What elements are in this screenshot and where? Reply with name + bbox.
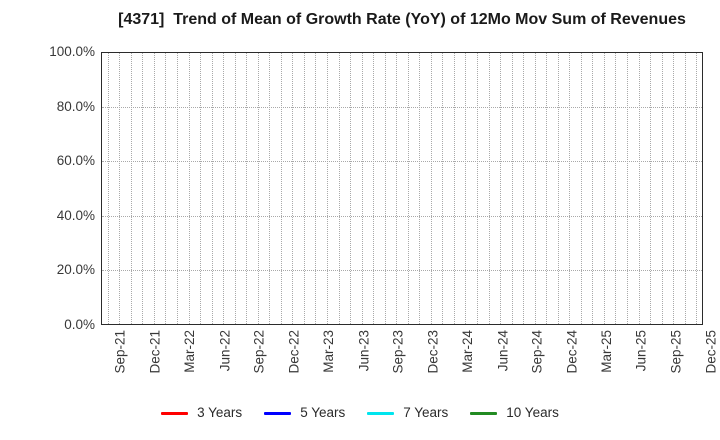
vertical-gridline	[650, 53, 652, 324]
horizontal-gridline	[102, 161, 702, 163]
legend-item: 10 Years	[470, 405, 559, 421]
x-tick-label: Dec-24	[564, 330, 580, 374]
legend-line-swatch	[367, 411, 395, 415]
x-tick-label: Dec-21	[147, 330, 163, 374]
vertical-gridline	[269, 53, 271, 324]
x-tick-label: Dec-25	[703, 330, 719, 374]
x-tick-label: Mar-23	[321, 330, 337, 373]
vertical-gridline	[384, 53, 386, 324]
vertical-gridline	[223, 53, 225, 324]
legend: 3 Years 5 Years 7 Years 10 Years	[0, 402, 720, 424]
vertical-gridline	[592, 53, 594, 324]
vertical-gridline	[327, 53, 328, 324]
x-tick-label: Sep-23	[390, 330, 406, 374]
x-tick-label: Sep-25	[668, 330, 684, 374]
vertical-gridline	[315, 53, 317, 324]
y-tick-label: 40.0%	[56, 207, 95, 223]
y-axis-labels: 0.0% 20.0% 40.0% 60.0% 80.0% 100.0%	[0, 0, 95, 340]
y-tick-label: 100.0%	[49, 44, 95, 59]
vertical-gridline	[119, 53, 121, 324]
y-tick-label: 60.0%	[56, 153, 95, 169]
legend-line-swatch	[470, 411, 498, 415]
vertical-gridline	[188, 53, 190, 324]
horizontal-gridline	[102, 215, 702, 217]
legend-item: 5 Years	[264, 405, 345, 421]
chart-title: [4371] Trend of Mean of Growth Rate (YoY…	[118, 11, 686, 28]
vertical-gridline	[246, 53, 248, 324]
vertical-gridline	[153, 53, 155, 324]
x-tick-label: Mar-25	[599, 330, 615, 373]
vertical-gridline	[234, 53, 236, 324]
vertical-gridline	[430, 53, 432, 324]
y-tick-label: 0.0%	[64, 317, 95, 332]
vertical-gridline	[696, 53, 698, 324]
vertical-gridline	[361, 53, 363, 324]
plot-area	[101, 52, 703, 325]
vertical-gridline	[523, 53, 525, 324]
vertical-gridline	[557, 53, 559, 324]
x-tick-label: Jun-24	[494, 330, 510, 372]
vertical-gridline	[200, 53, 202, 324]
x-tick-label: Sep-22	[251, 330, 267, 374]
vertical-gridline	[107, 53, 109, 324]
vertical-gridline	[211, 53, 213, 324]
legend-line-swatch	[264, 411, 292, 415]
vertical-gridline	[453, 53, 455, 324]
vertical-gridline	[661, 53, 663, 324]
vertical-gridline	[615, 53, 617, 324]
vertical-gridline	[257, 53, 259, 324]
vertical-gridline	[165, 53, 167, 324]
vertical-gridline	[130, 53, 132, 324]
y-tick-label: 80.0%	[56, 98, 95, 114]
vertical-gridline	[373, 53, 375, 324]
vertical-gridline	[569, 53, 571, 324]
vertical-gridline	[477, 53, 478, 324]
horizontal-gridline	[102, 107, 702, 109]
vertical-gridline	[511, 53, 513, 324]
vertical-gridline	[338, 53, 340, 324]
y-tick-label: 20.0%	[56, 262, 95, 278]
x-axis-labels: Sep-21 Dec-21 Mar-22 Jun-22 Sep-22 Dec-22 Mar-…	[101, 330, 718, 400]
x-tick-label: Mar-22	[182, 330, 198, 373]
x-tick-label: Jun-22	[216, 330, 232, 372]
x-tick-label: Jun-25	[633, 330, 649, 372]
legend-label: 5 Years	[300, 405, 346, 420]
vertical-gridline	[407, 53, 409, 324]
x-tick-label: Sep-21	[112, 330, 128, 374]
legend-label: 7 Years	[403, 405, 449, 420]
vertical-gridline	[684, 53, 686, 324]
vertical-gridline	[292, 53, 294, 324]
vertical-gridline	[396, 53, 398, 324]
x-tick-label: Dec-22	[286, 330, 302, 374]
vertical-gridline	[638, 53, 640, 324]
legend-item: 3 Years	[161, 405, 242, 421]
x-tick-label: Sep-24	[529, 330, 545, 374]
x-tick-label: Mar-24	[460, 330, 476, 373]
vertical-gridline	[500, 53, 502, 324]
vertical-gridline	[546, 53, 548, 324]
horizontal-gridline	[102, 269, 702, 271]
vertical-gridline	[488, 53, 490, 324]
vertical-gridline	[580, 53, 582, 324]
legend-line-swatch	[161, 411, 189, 415]
vertical-gridline	[280, 53, 282, 324]
vertical-gridline	[419, 53, 421, 324]
vertical-gridline	[534, 53, 536, 324]
x-tick-label: Dec-23	[425, 330, 441, 374]
x-tick-label: Jun-23	[355, 330, 371, 372]
vertical-gridline	[142, 53, 144, 324]
vertical-gridline	[177, 53, 178, 324]
legend-label: 10 Years	[506, 405, 559, 420]
vertical-gridline	[627, 53, 628, 324]
vertical-gridline	[442, 53, 444, 324]
vertical-gridline	[465, 53, 467, 324]
legend-label: 3 Years	[197, 405, 243, 420]
vertical-gridline	[350, 53, 352, 324]
vertical-gridline	[673, 53, 675, 324]
legend-item: 7 Years	[367, 405, 448, 421]
vertical-gridline	[303, 53, 305, 324]
vertical-gridline	[603, 53, 605, 324]
